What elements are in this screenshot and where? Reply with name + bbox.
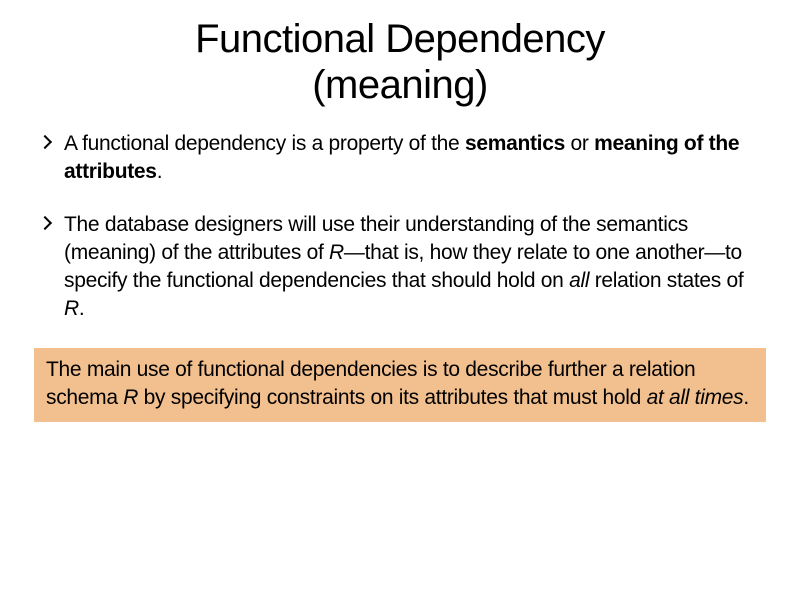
bullet-2-text-4: . [79,297,85,320]
highlight-italic-1: R [123,386,138,409]
bullet-list: A functional dependency is a property of… [36,130,764,322]
highlight-italic-2: at all times [647,386,744,409]
slide-container: Functional Dependency (meaning) A functi… [0,0,800,600]
highlight-text-2: by specifying constraints on its attribu… [138,386,646,409]
bullet-item-1: A functional dependency is a property of… [54,130,764,185]
title-line-2: (meaning) [312,63,488,107]
bullet-item-2: The database designers will use their un… [54,211,764,322]
title-line-1: Functional Dependency [195,17,605,61]
bullet-2-italic-3: R [64,297,79,320]
highlight-text-3: . [743,386,749,409]
bullet-2-text-3: relation states of [589,269,743,292]
slide-title: Functional Dependency (meaning) [36,16,764,108]
bullet-1-text-post: . [157,160,163,183]
bullet-2-italic-2: all [569,269,589,292]
bullet-1-text-pre: A functional dependency is a property of… [64,132,465,155]
bullet-1-text-mid: or [565,132,594,155]
bullet-1-bold-1: semantics [465,132,565,155]
bullet-2-italic-1: R [329,241,344,264]
highlight-callout: The main use of functional dependencies … [34,348,766,421]
